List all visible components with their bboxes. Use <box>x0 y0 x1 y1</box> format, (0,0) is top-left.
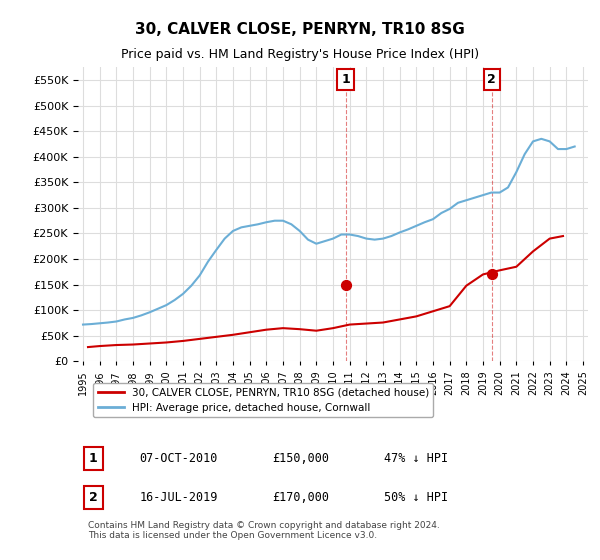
Text: £170,000: £170,000 <box>272 491 329 504</box>
Text: Price paid vs. HM Land Registry's House Price Index (HPI): Price paid vs. HM Land Registry's House … <box>121 48 479 60</box>
Text: Contains HM Land Registry data © Crown copyright and database right 2024.
This d: Contains HM Land Registry data © Crown c… <box>88 521 440 540</box>
Text: 07-OCT-2010: 07-OCT-2010 <box>139 452 218 465</box>
Text: 50% ↓ HPI: 50% ↓ HPI <box>384 491 448 504</box>
Point <box>487 270 497 279</box>
Text: 47% ↓ HPI: 47% ↓ HPI <box>384 452 448 465</box>
Legend: 30, CALVER CLOSE, PENRYN, TR10 8SG (detached house), HPI: Average price, detache: 30, CALVER CLOSE, PENRYN, TR10 8SG (deta… <box>94 383 433 417</box>
Text: £150,000: £150,000 <box>272 452 329 465</box>
Text: 1: 1 <box>89 452 98 465</box>
Text: 2: 2 <box>487 73 496 86</box>
Text: 1: 1 <box>341 73 350 86</box>
Point <box>341 280 350 289</box>
Text: 16-JUL-2019: 16-JUL-2019 <box>139 491 218 504</box>
Text: 2: 2 <box>89 491 98 504</box>
Text: 30, CALVER CLOSE, PENRYN, TR10 8SG: 30, CALVER CLOSE, PENRYN, TR10 8SG <box>135 22 465 38</box>
